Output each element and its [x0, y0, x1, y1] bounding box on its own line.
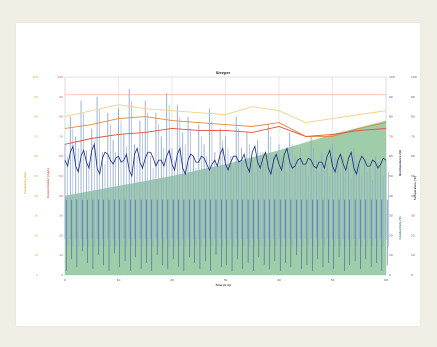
- chart-card: Sleeper Sleepmaker 010203040506001020304…: [16, 23, 420, 326]
- yellow-series: [64, 104, 387, 124]
- y-tick-label-left-inner: 40: [59, 194, 63, 198]
- y-tick-label-left-outer: 30: [34, 214, 38, 218]
- x-tick-label: 10: [117, 278, 121, 282]
- y-tick-label-right-outer: 70: [411, 134, 415, 138]
- y-tick-label-left-outer: 0: [36, 273, 38, 277]
- y-tick-label-left-inner: 50: [59, 174, 63, 178]
- y-tick-label-right-outer: 100: [411, 75, 417, 79]
- x-tick-label: 0: [64, 278, 66, 282]
- y-tick-label-right-inner: 10: [389, 253, 393, 257]
- y-tick-label-right-inner: 90: [389, 95, 393, 99]
- y-tick-label-right-inner: 30: [389, 214, 393, 218]
- y-tick-label-right-inner: 40: [389, 194, 393, 198]
- y-tick-label-right-outer: 30: [411, 214, 415, 218]
- y-tick-label-left-inner: 30: [59, 214, 63, 218]
- x-tick-label: 20: [170, 278, 174, 282]
- y-tick-label-left-inner: 0: [61, 273, 63, 277]
- y-tick-label-right-inner: 20: [389, 233, 393, 237]
- y-tick-label-right-outer: 20: [411, 233, 415, 237]
- y-tick-label-left-outer: 70: [34, 134, 38, 138]
- y-axis-label-left-inner: Concentration (mg/L): [46, 168, 50, 198]
- y-axis-label-left-outer: Frequency (Hz): [23, 172, 27, 194]
- y-tick-label-right-outer: 60: [411, 154, 415, 158]
- y-tick-label-right-outer: 0: [411, 273, 413, 277]
- y-tick-label-left-outer: 40: [34, 194, 38, 198]
- y-tick-label-right-outer: 40: [411, 194, 415, 198]
- chart: Sleeper Sleepmaker 010203040506001020304…: [23, 70, 417, 287]
- y-tick-label-left-outer: 100: [32, 75, 38, 79]
- orange-series: [64, 116, 387, 137]
- y-tick-label-right-inner: 100: [389, 75, 395, 79]
- chart-title: Sleeper: [216, 70, 231, 75]
- x-tick-label: 30: [224, 278, 228, 282]
- y-tick-label-right-inner: 0: [389, 273, 391, 277]
- y-tick-label-right-outer: 10: [411, 253, 415, 257]
- y-tick-label-left-outer: 10: [34, 253, 38, 257]
- y-tick-label-left-inner: 20: [59, 233, 63, 237]
- y-tick-label-right-outer: 90: [411, 95, 415, 99]
- y-tick-label-right-inner: 50: [389, 174, 393, 178]
- y-axis-label-right-inner2: Conductivity (S): [398, 216, 402, 239]
- y-tick-label-right-inner: 70: [389, 134, 393, 138]
- y-tick-label-right-inner: 80: [389, 115, 393, 119]
- y-tick-label-left-outer: 50: [34, 174, 38, 178]
- y-tick-label-right-inner: 60: [389, 154, 393, 158]
- red-series: [64, 126, 387, 145]
- y-tick-label-left-inner: 90: [59, 95, 63, 99]
- y-tick-label-left-outer: 20: [34, 233, 38, 237]
- x-tick-label: 40: [277, 278, 281, 282]
- y-axis-label-right-outer: Temperature (°C): [413, 176, 417, 200]
- y-tick-label-left-inner: 10: [59, 253, 63, 257]
- dense-series: [64, 142, 387, 178]
- x-axis-label: Time (h:m): [215, 283, 230, 287]
- y-tick-label-right-outer: 50: [411, 174, 415, 178]
- y-tick-label-left-outer: 90: [34, 95, 38, 99]
- y-axis-label-right-inner: Bioimpedance (Ω): [398, 150, 402, 176]
- y-tick-label-left-inner: 70: [59, 134, 63, 138]
- y-tick-label-right-outer: 80: [411, 115, 415, 119]
- y-tick-label-left-outer: 80: [34, 115, 38, 119]
- y-tick-label-left-inner: 60: [59, 154, 63, 158]
- y-tick-label-left-outer: 60: [34, 154, 38, 158]
- x-tick-label: 60: [384, 278, 388, 282]
- y-tick-label-left-inner: 80: [59, 115, 63, 119]
- x-tick-label: 50: [331, 278, 335, 282]
- y-tick-label-left-inner: 100: [57, 75, 63, 79]
